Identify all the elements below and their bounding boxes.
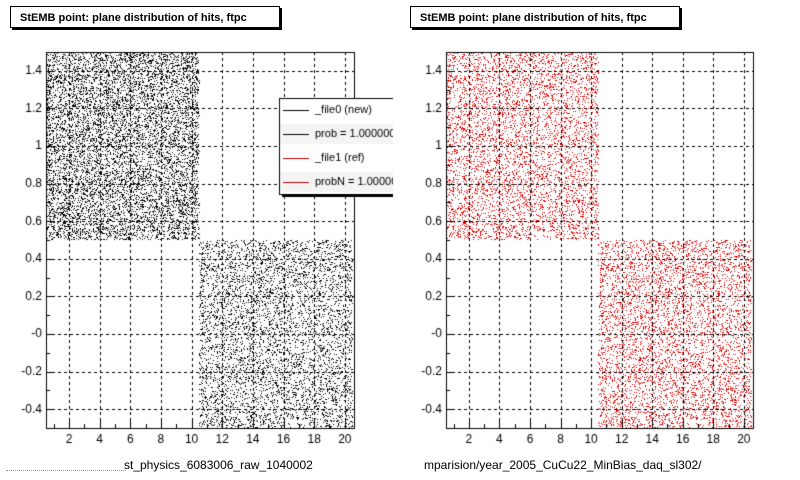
left-plot-title: StEMB point: plane distribution of hits,… bbox=[10, 6, 280, 28]
right-x-axis-label: mparision/year_2005_CuCu22_MinBias_daq_s… bbox=[424, 458, 702, 472]
left-x-axis-label: st_physics_6083006_raw_1040002 bbox=[124, 458, 313, 472]
right-plot-title: StEMB point: plane distribution of hits,… bbox=[410, 6, 680, 28]
status-remnant bbox=[6, 470, 126, 476]
